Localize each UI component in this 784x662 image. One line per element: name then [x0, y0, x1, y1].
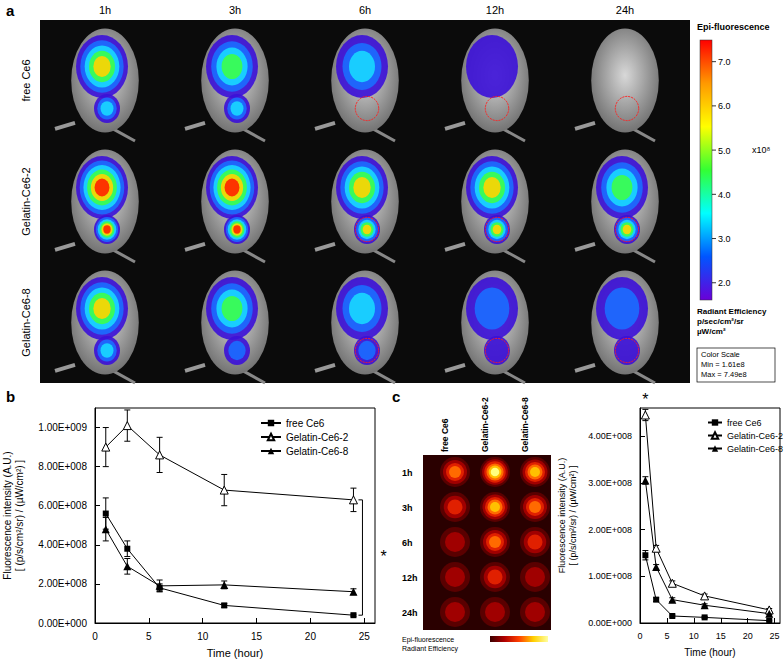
- svg-text:Gelatin-Ce6-2: Gelatin-Ce6-2: [727, 431, 783, 441]
- svg-text:24h: 24h: [402, 608, 418, 618]
- svg-text:Time (hour): Time (hour): [207, 647, 263, 659]
- svg-text:Gelatin-Ce6-8: Gelatin-Ce6-8: [20, 288, 32, 356]
- svg-text:Epi-fluorescence: Epi-fluorescence: [402, 636, 454, 644]
- svg-text:Fluorescence intensity (A.U.): Fluorescence intensity (A.U.): [557, 458, 567, 574]
- svg-text:*: *: [642, 391, 648, 408]
- svg-text:Gelatin-Ce6-2: Gelatin-Ce6-2: [286, 432, 349, 443]
- svg-text:5: 5: [146, 631, 152, 642]
- svg-text:2.00E+008: 2.00E+008: [38, 578, 87, 589]
- svg-text:1h: 1h: [99, 4, 111, 16]
- svg-text:a: a: [6, 2, 15, 19]
- svg-text:20: 20: [305, 631, 317, 642]
- svg-text:10: 10: [197, 631, 209, 642]
- svg-text:8.00E+008: 8.00E+008: [38, 461, 87, 472]
- svg-text:10: 10: [689, 631, 699, 641]
- svg-text:Radiant Efficiency: Radiant Efficiency: [402, 645, 458, 653]
- svg-text:4.00E+008: 4.00E+008: [588, 431, 632, 441]
- svg-text:15: 15: [251, 631, 263, 642]
- svg-text:c: c: [392, 388, 400, 405]
- svg-text:free Ce6: free Ce6: [20, 59, 32, 101]
- svg-text:20: 20: [743, 631, 753, 641]
- svg-text:Fluorescence intensity (A.U.): Fluorescence intensity (A.U.): [2, 451, 13, 579]
- svg-text:6.0: 6.0: [718, 101, 731, 111]
- svg-text:[ (p/s/cm²/sr) / (µW/cm²) ]: [ (p/s/cm²/sr) / (µW/cm²) ]: [14, 460, 25, 572]
- svg-text:6h: 6h: [402, 538, 413, 548]
- svg-text:3.0: 3.0: [718, 234, 731, 244]
- svg-text:6h: 6h: [359, 4, 371, 16]
- svg-text:25: 25: [359, 631, 371, 642]
- svg-text:Time (hour): Time (hour): [684, 647, 735, 658]
- svg-text:Radiant Efficiency: Radiant Efficiency: [697, 307, 767, 316]
- svg-text:0.00E+000: 0.00E+000: [38, 618, 87, 629]
- svg-text:2.00E+008: 2.00E+008: [588, 525, 632, 535]
- svg-text:free Ce6: free Ce6: [286, 418, 325, 429]
- svg-text:5: 5: [664, 631, 669, 641]
- svg-text:15: 15: [716, 631, 726, 641]
- svg-text:Gelatin-Ce6-2: Gelatin-Ce6-2: [20, 167, 32, 235]
- svg-text:24h: 24h: [616, 4, 634, 16]
- svg-text:3.00E+008: 3.00E+008: [588, 478, 632, 488]
- svg-text:3h: 3h: [402, 503, 413, 513]
- svg-text:Gelatin-Ce6-2: Gelatin-Ce6-2: [480, 397, 490, 452]
- svg-text:µW/cm²: µW/cm²: [697, 327, 726, 336]
- svg-text:Max = 7.49e8: Max = 7.49e8: [701, 370, 747, 379]
- svg-text:0.00E+000: 0.00E+000: [588, 618, 632, 628]
- svg-text:Gelatin-Ce6-8: Gelatin-Ce6-8: [286, 446, 349, 457]
- svg-text:Epi-fluorescence: Epi-fluorescence: [697, 22, 770, 32]
- svg-text:b: b: [6, 388, 15, 405]
- svg-text:7.0: 7.0: [718, 57, 731, 67]
- svg-text:5.0: 5.0: [718, 146, 731, 156]
- svg-text:1.00E+008: 1.00E+008: [588, 571, 632, 581]
- svg-text:Min = 1.61e8: Min = 1.61e8: [701, 360, 745, 369]
- svg-text:1.00E+009: 1.00E+009: [38, 422, 87, 433]
- svg-text:12h: 12h: [402, 573, 418, 583]
- svg-text:0: 0: [92, 631, 98, 642]
- svg-text:p/sec/cm²/sr: p/sec/cm²/sr: [697, 317, 744, 326]
- svg-text:Gelatin-Ce6-8: Gelatin-Ce6-8: [727, 444, 783, 454]
- svg-text:free Ce6: free Ce6: [727, 418, 762, 428]
- svg-text:2.0: 2.0: [718, 278, 731, 288]
- svg-text:free Ce6: free Ce6: [440, 418, 450, 452]
- svg-text:*: *: [380, 548, 386, 565]
- svg-text:6.00E+008: 6.00E+008: [38, 500, 87, 511]
- svg-text:Color Scale: Color Scale: [701, 350, 740, 359]
- svg-text:4.00E+008: 4.00E+008: [38, 539, 87, 550]
- svg-text:0: 0: [637, 631, 642, 641]
- svg-text:x10⁸: x10⁸: [752, 145, 771, 155]
- svg-text:4.0: 4.0: [718, 190, 731, 200]
- svg-text:[ (p/s/cm²/sr) / (µW/cm²) ]: [ (p/s/cm²/sr) / (µW/cm²) ]: [568, 465, 578, 565]
- svg-text:1h: 1h: [402, 468, 413, 478]
- svg-text:25: 25: [770, 631, 780, 641]
- svg-text:12h: 12h: [486, 4, 504, 16]
- svg-text:3h: 3h: [229, 4, 241, 16]
- svg-text:Gelatin-Ce6-8: Gelatin-Ce6-8: [520, 397, 530, 452]
